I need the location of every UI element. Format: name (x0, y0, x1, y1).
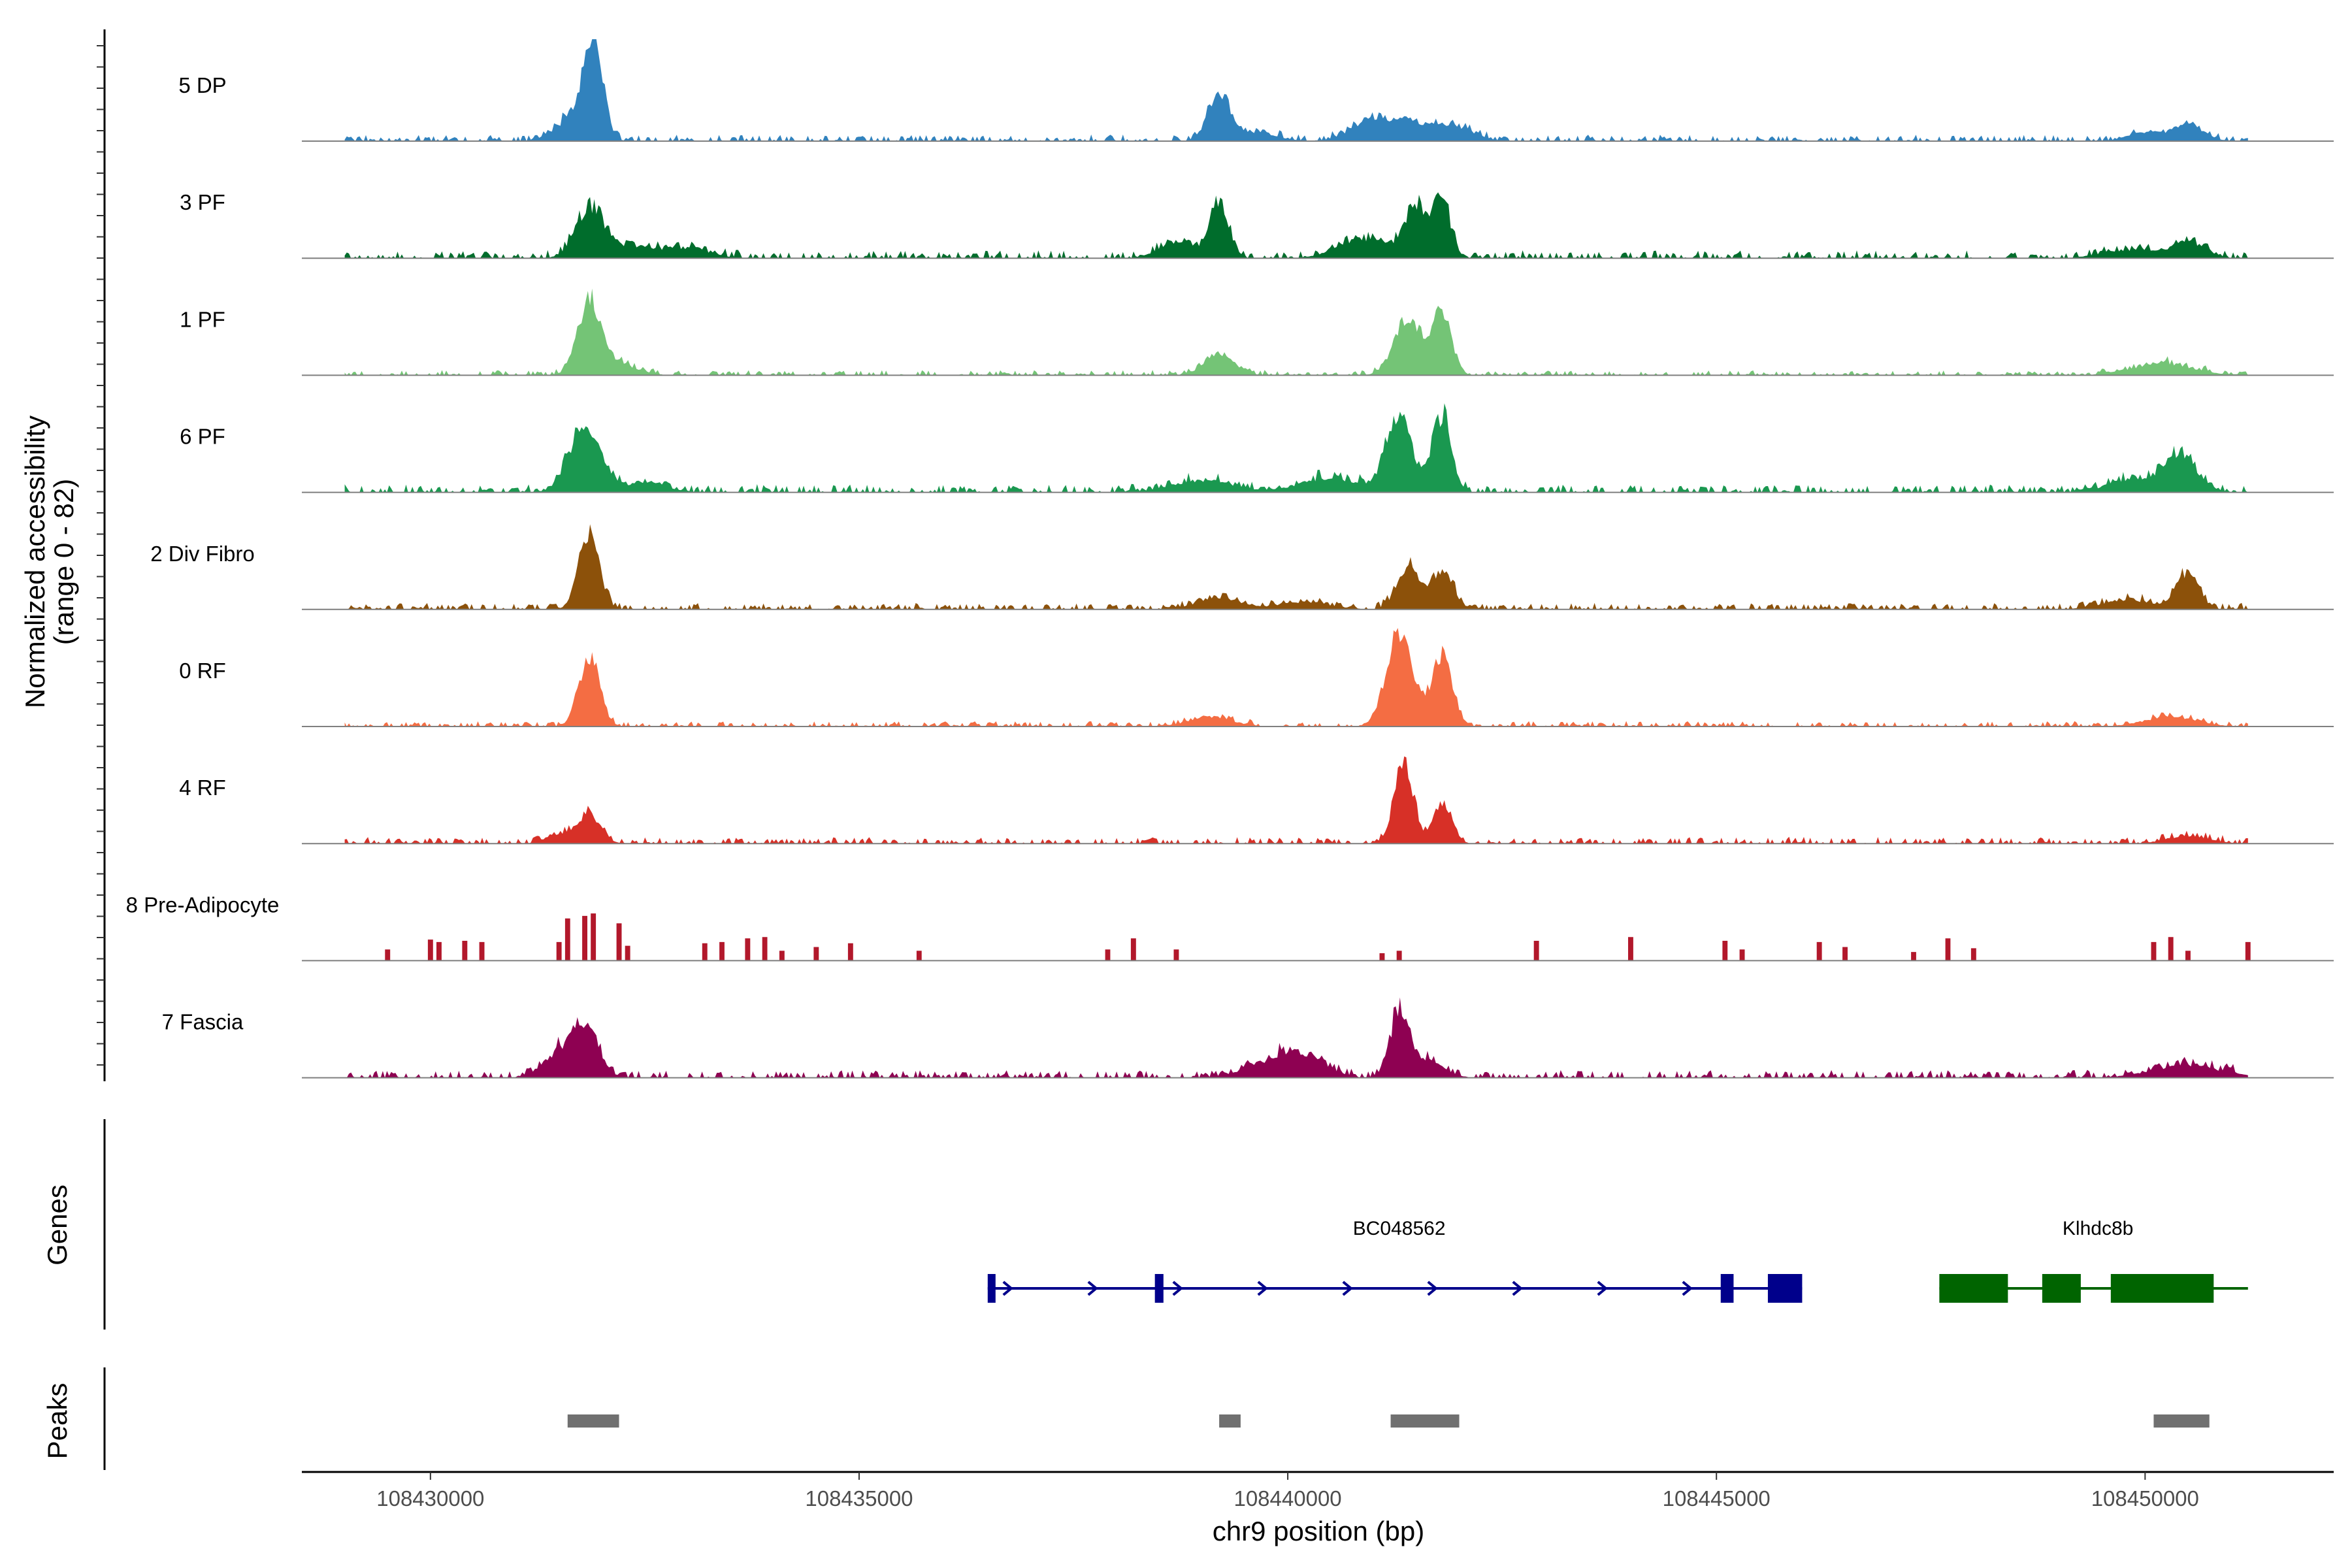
track-labels: 5 DP 3 PF 1 PF 6 PF 2 Div Fibro 0 RF 4 RF 8 Pre… (126, 73, 280, 1034)
y-axis-title-range: (range 0 - 82) (48, 479, 79, 645)
x-tick-label: 108440000 (1233, 1486, 1341, 1511)
y-axis-title: Normalized accessibility (20, 416, 50, 708)
exon (1939, 1274, 2008, 1303)
x-tick-label: 108435000 (805, 1486, 913, 1511)
strand-arrow (1427, 1281, 1438, 1296)
exon (1720, 1274, 1734, 1303)
strand-arrow (1257, 1281, 1268, 1296)
exon (1767, 1274, 1803, 1303)
track-label-9: 7 Fascia (162, 1010, 244, 1034)
axes: 108430000 108435000 108440000 108445000 1084… (97, 29, 2334, 1511)
coverage-area-7 (344, 756, 2248, 844)
x-axis-title: chr9 position (bp) (1213, 1516, 1425, 1546)
gene-BC048562: BC048562 (987, 1218, 1803, 1303)
strand-arrow (1172, 1281, 1183, 1296)
strand-arrow (1087, 1281, 1098, 1296)
exon (987, 1274, 996, 1303)
coverage-area-9 (344, 997, 2248, 1078)
peak-region (567, 1414, 619, 1428)
track-label-6: 0 RF (179, 659, 226, 683)
strand-arrow (1342, 1281, 1353, 1296)
exon (2110, 1274, 2214, 1303)
peak-region (1219, 1414, 1241, 1428)
gene-label: Klhdc8b (2063, 1218, 2133, 1239)
exon (1154, 1274, 1164, 1303)
coverage-area-1 (344, 39, 2248, 141)
x-tick-label: 108450000 (2091, 1486, 2199, 1511)
gene-Klhdc8b: Klhdc8b (1939, 1218, 2248, 1303)
track-label-7: 4 RF (179, 776, 226, 800)
x-tick-label: 108430000 (376, 1486, 484, 1511)
peak-region (2153, 1414, 2210, 1428)
gene-label: BC048562 (1353, 1218, 1446, 1239)
strand-arrow (1512, 1281, 1523, 1296)
track-label-1: 5 DP (178, 73, 226, 97)
coverage-area-2 (344, 192, 2248, 259)
track-label-4: 6 PF (180, 425, 225, 449)
genes-track-title: Genes (42, 1184, 73, 1266)
coverage-area-6 (344, 628, 2248, 727)
track-label-5: 2 Div Fibro (150, 542, 255, 566)
x-tick-label: 108445000 (1663, 1486, 1771, 1511)
strand-arrow (1682, 1281, 1693, 1296)
strand-arrow (1597, 1281, 1608, 1296)
exon (2042, 1274, 2081, 1303)
gene-annotation-track: BC048562 Klhdc8b (987, 1218, 2248, 1303)
strand-arrow (1002, 1281, 1013, 1296)
coverage-tracks (302, 39, 2334, 1079)
peak-region (1390, 1414, 1460, 1428)
track-label-3: 1 PF (180, 307, 225, 331)
track-label-2: 3 PF (180, 190, 225, 214)
coverage-area-8 (385, 913, 2251, 961)
peaks-track (567, 1414, 2210, 1428)
coverage-area-5 (344, 524, 2248, 610)
track-label-8: 8 Pre-Adipocyte (126, 892, 280, 917)
coverage-area-4 (344, 403, 2248, 493)
coverage-area-3 (344, 288, 2248, 376)
peaks-track-title: Peaks (42, 1383, 73, 1460)
